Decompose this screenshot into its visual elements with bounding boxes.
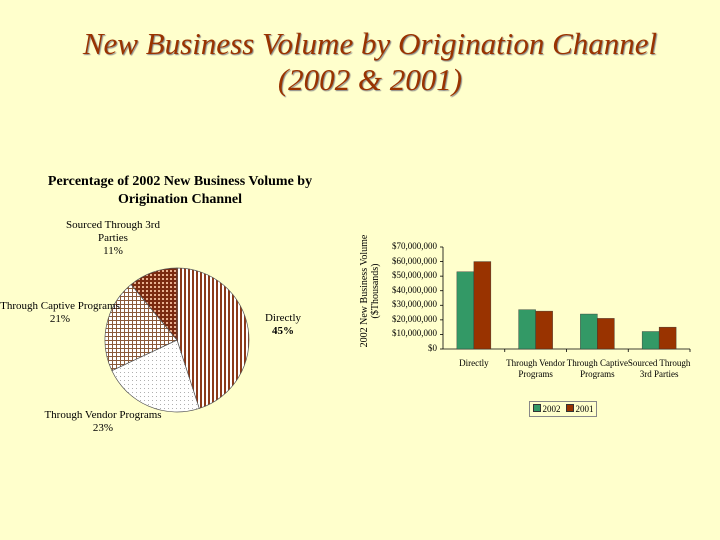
- pie-label: Directly 45%: [258, 312, 308, 338]
- x-tick-label: Sourced Through 3rd Parties: [627, 358, 691, 379]
- y-tick-label: $0: [428, 343, 437, 353]
- x-tick-label: Through Captive Programs: [566, 358, 628, 379]
- legend-item: 2002: [532, 404, 561, 414]
- x-tick-label: Through Vendor Programs: [506, 358, 566, 379]
- pie-label: Through Vendor Programs 23%: [28, 409, 178, 435]
- pie-slice: [176, 267, 250, 409]
- legend-swatch: [565, 404, 574, 412]
- pie-label-name: Through Captive Programs: [0, 300, 120, 312]
- y-tick-label: $30,000,000: [392, 299, 437, 310]
- pie-label-value: 23%: [92, 422, 114, 434]
- pie-label-value: 21%: [49, 313, 71, 325]
- pie-label-value: 11%: [103, 245, 123, 257]
- x-tick-label: Directly: [459, 358, 489, 368]
- bar: [518, 309, 536, 350]
- bar: [580, 313, 598, 350]
- pie-slice: [104, 284, 178, 372]
- bar: [597, 318, 615, 350]
- y-tick-label: $20,000,000: [392, 313, 437, 324]
- pie-label: Sourced Through 3rd Parties 11%: [58, 219, 168, 258]
- pie-label-name: Through Vendor Programs: [44, 409, 162, 421]
- pie-title: Percentage of 2002 New Business Volume b…: [47, 174, 313, 207]
- pie-label-name: Directly: [264, 312, 302, 324]
- legend-swatch: [532, 404, 541, 412]
- bar: [456, 271, 475, 350]
- bar: [641, 331, 660, 350]
- y-tick-label: $60,000,000: [392, 255, 437, 266]
- legend: 2002 2001: [529, 401, 597, 417]
- pie-slice: [111, 339, 200, 413]
- legend-item: 2001: [565, 404, 594, 414]
- pie-label-value: 45%: [272, 325, 294, 337]
- pie-label-name: Sourced Through 3rd Parties: [66, 219, 160, 244]
- slide-title: New Business Volume by Origination Chann…: [82, 26, 658, 97]
- pie-label: Through Captive Programs 21%: [0, 300, 130, 326]
- y-tick-label: $40,000,000: [392, 284, 437, 295]
- bar: [535, 310, 553, 350]
- y-tick-label: $70,000,000: [392, 241, 437, 251]
- bar: [658, 326, 677, 350]
- legend-label: 2001: [575, 404, 594, 414]
- bar: [473, 261, 492, 350]
- y-tick-label: $50,000,000: [392, 270, 437, 281]
- pie-slice: [130, 267, 178, 341]
- y-tick-label: $10,000,000: [392, 328, 437, 339]
- legend-label: 2002: [542, 404, 561, 414]
